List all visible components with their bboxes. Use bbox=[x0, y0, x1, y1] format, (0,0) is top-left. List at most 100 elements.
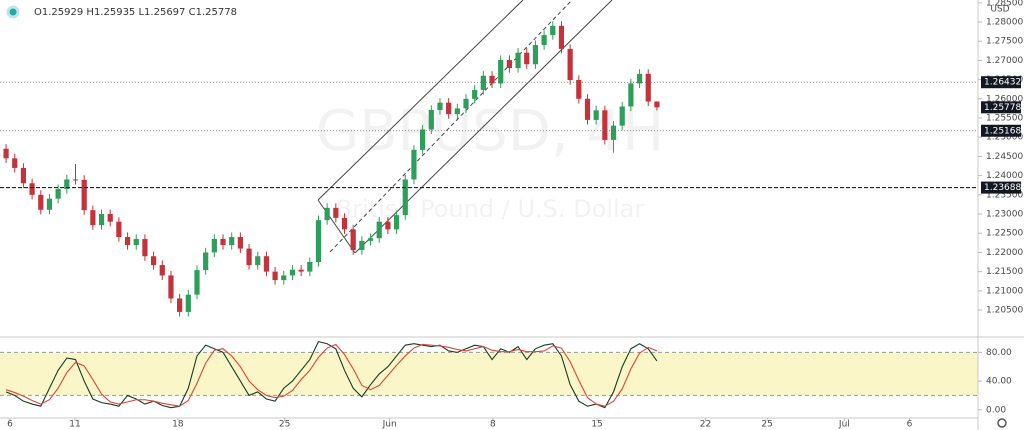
candle-body bbox=[203, 252, 209, 271]
candle-body bbox=[98, 214, 105, 226]
candle-body bbox=[558, 25, 565, 49]
gear[interactable] bbox=[997, 418, 1007, 428]
candle-body bbox=[185, 294, 191, 312]
price-label: 1.25168 bbox=[984, 126, 1021, 136]
candle-body bbox=[498, 60, 504, 84]
y-tick-label: 1.21000 bbox=[986, 286, 1023, 296]
last-price-box bbox=[981, 101, 1021, 114]
y-tick-label: 1.20500 bbox=[986, 306, 1023, 316]
candle-body bbox=[255, 256, 261, 266]
candle-body bbox=[454, 108, 460, 115]
x-tick-label: Jun bbox=[382, 420, 397, 430]
x-tick-label: 25 bbox=[761, 420, 772, 430]
candle-body bbox=[411, 149, 417, 180]
close-text: C1.25778 bbox=[189, 7, 237, 18]
y-tick-label: 1.22500 bbox=[986, 229, 1023, 239]
y-tick-label: 1.22000 bbox=[986, 248, 1023, 258]
candle-body bbox=[12, 158, 18, 168]
candle-body bbox=[515, 52, 521, 69]
ohlc-header: O1.25929 H1.25935 L1.25697 C1.25778 bbox=[34, 7, 237, 18]
candle-body bbox=[472, 89, 478, 99]
candle-body bbox=[645, 73, 651, 102]
x-tick-label: 25 bbox=[279, 420, 290, 430]
candle-body bbox=[376, 221, 382, 239]
y-tick-label: 1.25000 bbox=[986, 133, 1023, 143]
candle-body bbox=[81, 179, 87, 211]
x-tick-label: 11 bbox=[69, 420, 80, 430]
price-label-box bbox=[981, 181, 1021, 194]
candle-body bbox=[246, 248, 252, 266]
channel-edge bbox=[317, 199, 356, 254]
settings-icon[interactable] bbox=[997, 418, 1007, 428]
candle-body bbox=[72, 179, 79, 181]
candle-body bbox=[220, 238, 226, 246]
y-tick-label: 1.23000 bbox=[986, 210, 1023, 220]
x-tick-label: 6 bbox=[7, 420, 13, 430]
candle-body bbox=[107, 214, 113, 222]
price-label: 1.26432 bbox=[984, 78, 1021, 88]
price-label-box bbox=[981, 124, 1021, 137]
x-tick-label: Jul bbox=[838, 420, 850, 430]
price-label: 1.23688 bbox=[984, 183, 1021, 193]
candle-body bbox=[636, 73, 643, 84]
channel-middle bbox=[329, 0, 573, 253]
y-tick-label: 1.25500 bbox=[986, 114, 1023, 124]
candle-body bbox=[437, 102, 443, 110]
candle-body bbox=[281, 275, 287, 281]
watermark-subtitle: British Pound / U.S. Dollar bbox=[336, 195, 645, 223]
candle-body bbox=[393, 215, 400, 230]
candle-body bbox=[64, 179, 70, 190]
candle-body bbox=[610, 125, 617, 140]
candle-body bbox=[567, 48, 573, 80]
open-text: O1.25929 bbox=[34, 7, 83, 18]
y-tick-label: 1.28500 bbox=[986, 0, 1023, 8]
x-tick-label: 15 bbox=[591, 420, 602, 430]
candle-body bbox=[229, 237, 235, 246]
candle-body bbox=[593, 110, 599, 120]
candle-body bbox=[133, 238, 139, 246]
candle-body bbox=[177, 298, 183, 312]
candle-body bbox=[619, 106, 625, 126]
candle-body bbox=[532, 45, 539, 65]
candle-body bbox=[333, 207, 339, 218]
candle-body bbox=[211, 238, 217, 253]
candle-body bbox=[159, 265, 165, 276]
candle-body bbox=[324, 207, 330, 221]
candle-body bbox=[124, 237, 131, 246]
candle-body bbox=[489, 75, 495, 84]
candle-body bbox=[55, 189, 61, 199]
candle-body bbox=[38, 194, 44, 210]
candle-body bbox=[289, 269, 296, 276]
candle-body bbox=[29, 183, 35, 195]
candle-body bbox=[506, 60, 512, 69]
candle-body bbox=[654, 101, 660, 108]
candle-body bbox=[463, 98, 469, 109]
y-tick-label: 1.27500 bbox=[986, 37, 1023, 47]
candle-body bbox=[602, 110, 608, 140]
candle-body bbox=[576, 79, 582, 99]
candle-body bbox=[628, 83, 634, 107]
x-tick-label: 6 bbox=[907, 420, 913, 430]
symbol-icon[interactable] bbox=[6, 5, 20, 19]
candle-body bbox=[237, 237, 243, 249]
channel-upper bbox=[317, 0, 524, 201]
candle-body bbox=[168, 275, 174, 299]
candle-body bbox=[307, 262, 313, 272]
x-tick-label: 22 bbox=[700, 420, 711, 430]
stoch-band bbox=[0, 352, 978, 396]
channel-drawing bbox=[317, 0, 613, 254]
candle-body bbox=[272, 271, 278, 281]
y-tick-label: 0.00 bbox=[986, 405, 1006, 415]
candle-body bbox=[142, 238, 148, 257]
y-tick-label: 1.27000 bbox=[986, 56, 1023, 66]
candle-body bbox=[116, 221, 122, 238]
candle-body bbox=[550, 25, 556, 36]
candle-body bbox=[420, 129, 426, 150]
y-tick-label: 80.00 bbox=[986, 348, 1012, 358]
channel-lower bbox=[354, 0, 613, 254]
candle-body bbox=[402, 179, 408, 216]
header: O1.25929 H1.25935 L1.25697 C1.25778 bbox=[6, 5, 237, 19]
candle-body bbox=[298, 269, 304, 272]
candle-body bbox=[150, 256, 157, 266]
candle-body bbox=[359, 240, 365, 251]
